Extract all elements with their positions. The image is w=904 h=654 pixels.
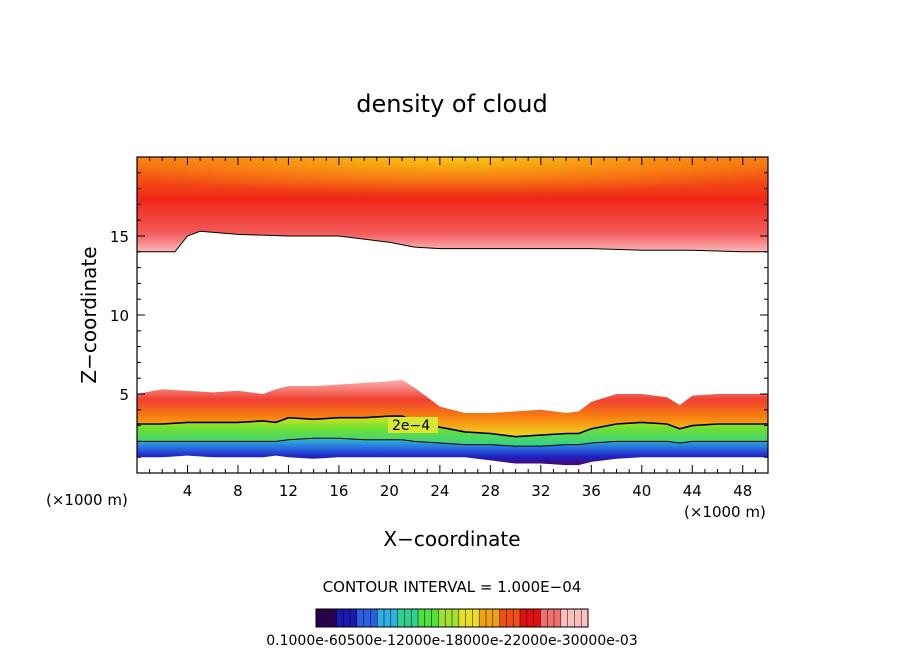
colorbar-swatch <box>343 609 351 627</box>
colorbar-swatch <box>363 609 371 627</box>
colorbar-swatch <box>465 609 473 627</box>
x-axis: 4 8 12 16 20 24 28 32 36 40 44 48 <box>149 157 756 500</box>
colorbar-swatch <box>581 609 589 627</box>
x-tick-label: 12 <box>279 482 298 500</box>
colorbar-swatch <box>404 609 412 627</box>
y-tick-label: 5 <box>119 386 129 404</box>
colorbar-swatch <box>438 609 446 627</box>
lower-cloud-bottom-band <box>137 438 768 466</box>
colorbar-swatch <box>322 609 331 627</box>
x-tick-label: 16 <box>329 482 348 500</box>
x-tick-label: 36 <box>582 482 601 500</box>
upper-cloud-core <box>137 157 768 221</box>
colorbar-swatch <box>390 609 399 627</box>
colorbar-swatch <box>533 609 541 627</box>
x-tick-label: 28 <box>481 482 500 500</box>
plot-area: 2e−4 <box>136 156 769 474</box>
colorbar-swatch <box>513 609 521 627</box>
x-tick-label: 40 <box>632 482 651 500</box>
contour-line-1e-4 <box>137 437 768 447</box>
x-unit-label: (×1000 m) <box>684 503 766 521</box>
colorbar-swatch <box>458 609 467 627</box>
x-tick-label: 32 <box>531 482 550 500</box>
colorbar-swatch <box>492 609 501 627</box>
x-tick-label: 24 <box>430 482 449 500</box>
colorbar-swatch <box>316 609 324 627</box>
colorbar-swatch <box>499 609 507 627</box>
colorbar-swatch <box>418 609 426 627</box>
lower-cloud-middle-band <box>137 416 768 447</box>
colorbar-swatch <box>424 609 433 627</box>
lower-cloud-upper-band <box>137 379 768 437</box>
colorbar-swatch <box>526 609 535 627</box>
colorbar-swatch <box>554 609 562 627</box>
y-unit-label: (×1000 m) <box>46 491 128 509</box>
upper-contour-line <box>137 230 768 253</box>
colorbar-swatch <box>506 609 514 627</box>
x-tick-label: 8 <box>233 482 243 500</box>
colorbar-swatch <box>329 609 337 627</box>
colorbar-swatch <box>397 609 405 627</box>
contour-label-background <box>388 417 438 433</box>
y-tick-label: 10 <box>110 307 129 325</box>
x-axis-label: X−coordinate <box>383 527 520 551</box>
colorbar-frame <box>315 608 589 628</box>
colorbar-swatch <box>560 609 569 627</box>
colorbar-swatch <box>377 609 385 627</box>
colorbar-swatch <box>336 609 344 627</box>
x-tick-label: 44 <box>683 482 702 500</box>
contour-line-2e-4 <box>137 415 768 438</box>
colorbar-swatch <box>370 609 378 627</box>
y-axis-label: Z−coordinate <box>77 246 101 383</box>
colorbar-swatch <box>356 609 365 627</box>
colorbar-labels: 0.1000e-60500e-12000e-18000e-22000e-3000… <box>266 633 637 649</box>
colorbar <box>315 608 589 628</box>
x-tick-label: 4 <box>183 482 193 500</box>
colorbar-swatch <box>520 609 528 627</box>
colorbar-swatch <box>350 609 358 627</box>
colorbar-swatch <box>567 609 575 627</box>
colorbar-swatch <box>486 609 494 627</box>
x-tick-label: 48 <box>733 482 752 500</box>
y-axis: 5 10 15 <box>110 172 768 458</box>
contour-interval-text: CONTOUR INTERVAL = 1.000E−04 <box>323 578 582 596</box>
colorbar-swatch <box>384 609 392 627</box>
colorbar-swatch <box>445 609 453 627</box>
colorbar-swatch <box>452 609 460 627</box>
colorbar-swatch <box>540 609 548 627</box>
colorbar-swatch <box>411 609 419 627</box>
x-tick-label: 20 <box>380 482 399 500</box>
colorbar-swatch <box>547 609 555 627</box>
colorbar-swatch <box>574 609 582 627</box>
colorbar-swatch <box>431 609 439 627</box>
chart-title: density of cloud <box>356 90 547 118</box>
colorbar-swatch <box>472 609 480 627</box>
y-tick-label: 15 <box>110 228 129 246</box>
colorbar-swatch <box>479 609 487 627</box>
contour-label: 2e−4 <box>392 418 430 434</box>
